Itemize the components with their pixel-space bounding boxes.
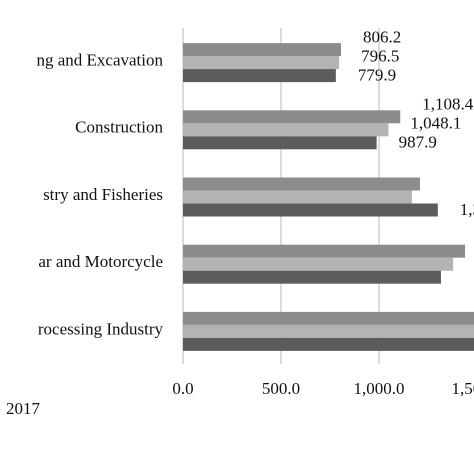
legend-label: 2017 xyxy=(6,399,41,418)
bar xyxy=(183,136,377,150)
value-label: 779.9 xyxy=(358,66,396,85)
bar xyxy=(183,190,412,204)
bar xyxy=(183,177,420,191)
bar xyxy=(183,110,401,124)
bar xyxy=(183,43,342,57)
x-tick-label: 1,500.0 xyxy=(452,379,474,398)
bar xyxy=(183,123,389,137)
value-label: 1,108.4 xyxy=(422,95,474,114)
bar xyxy=(183,311,474,325)
bar xyxy=(183,203,438,217)
y-tick-label: Construction xyxy=(75,118,163,137)
x-tick-label: 1,000.0 xyxy=(354,379,405,398)
value-label: 796.5 xyxy=(361,47,399,66)
bar xyxy=(183,270,441,284)
value-label: 806.2 xyxy=(363,28,401,47)
value-label: 987.9 xyxy=(399,133,437,152)
bar xyxy=(183,324,474,338)
bar xyxy=(183,257,454,271)
value-label: 1,3 xyxy=(460,200,474,219)
bar xyxy=(183,69,336,83)
x-tick-label: 0.0 xyxy=(172,379,193,398)
x-tick-label: 500.0 xyxy=(262,379,300,398)
y-tick-label: stry and Fisheries xyxy=(43,185,163,204)
bar xyxy=(183,56,340,70)
y-tick-label: ng and Excavation xyxy=(36,51,163,70)
y-tick-label: ar and Motorcycle xyxy=(38,252,163,271)
value-label: 1,048.1 xyxy=(410,114,461,133)
y-tick-label: rocessing Industry xyxy=(38,319,164,338)
bar xyxy=(183,244,466,258)
bar xyxy=(183,337,474,351)
